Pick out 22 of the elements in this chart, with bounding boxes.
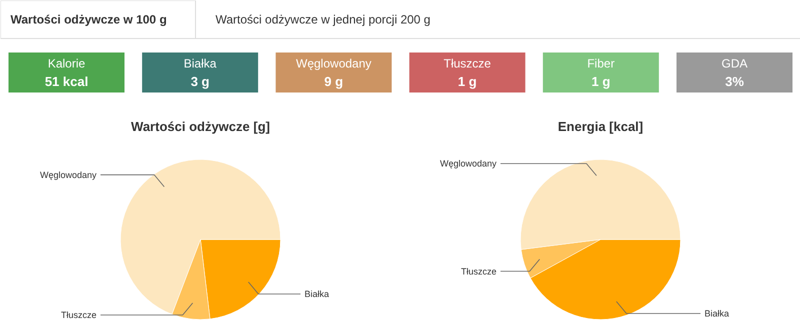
- slice-label: Węglowodany: [40, 170, 97, 180]
- slice-label: Tłuszcze: [60, 310, 97, 320]
- slice-label: Białka: [704, 308, 730, 318]
- text: 51 kcal: [44, 74, 88, 89]
- text: Wartości odżywcze w 100 g: [10, 12, 167, 26]
- category-label: Białka: [184, 56, 217, 70]
- slice-label: Węglowodany: [440, 158, 497, 169]
- text: 3%: [725, 74, 744, 89]
- chart-title: Wartości odżywcze [g]: [131, 119, 270, 134]
- slice-label: Białka: [304, 288, 330, 299]
- category-label: Tłuszcze: [444, 56, 492, 70]
- slice-label: Tłuszcze: [460, 266, 497, 276]
- category-label: Węglowodany: [296, 56, 372, 70]
- category-label: Fiber: [587, 56, 615, 70]
- text: 9 g: [324, 74, 344, 89]
- category-label: GDA: [722, 56, 748, 70]
- text: 3 g: [190, 74, 210, 89]
- chart-title: Energia [kcal]: [558, 119, 644, 134]
- text: 1 g: [458, 74, 477, 89]
- text: Wartości odżywcze w jednej porcji 200 g: [216, 12, 430, 26]
- text: 1 g: [592, 74, 610, 89]
- category-label: Kalorie: [48, 56, 86, 70]
